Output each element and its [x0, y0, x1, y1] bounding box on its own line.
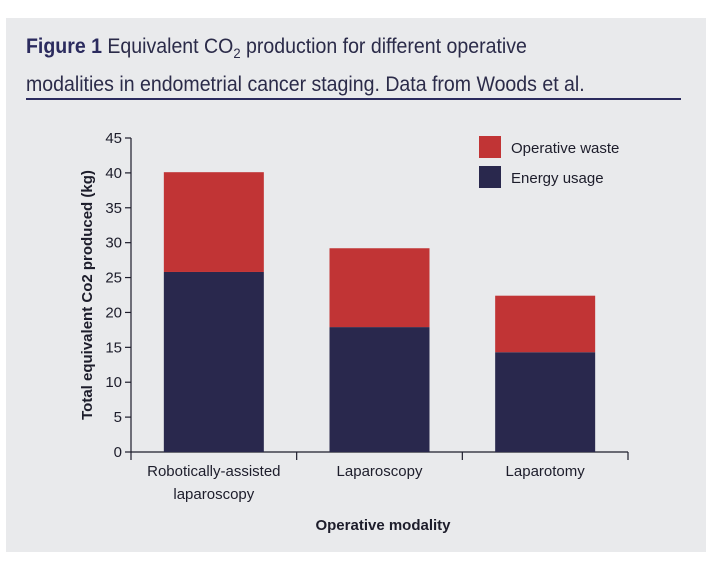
y-tick-label: 45 — [105, 130, 122, 147]
bar-operative-waste — [163, 172, 264, 272]
y-tick-label: 5 — [114, 409, 122, 426]
figure-panel: Figure 1 Equivalent CO2 production for d… — [6, 18, 706, 552]
x-tick-label: Laparotomy — [506, 463, 586, 480]
figure-caption: Figure 1 Equivalent CO2 production for d… — [26, 31, 640, 100]
caption-text-b: production for different operative — [240, 35, 527, 58]
legend-label: Energy usage — [511, 170, 604, 187]
bar-operative-waste — [495, 295, 596, 353]
y-tick-label: 35 — [105, 200, 122, 217]
chart-legend: Operative waste Energy usage — [479, 136, 619, 188]
x-tick-label: Laparoscopy — [337, 463, 423, 480]
legend-label: Operative waste — [511, 140, 619, 157]
x-tick-label: laparoscopy — [173, 486, 254, 503]
legend-swatch — [479, 166, 501, 188]
y-tick-label: 40 — [105, 165, 122, 182]
bar-energy-usage — [495, 352, 596, 452]
bar-energy-usage — [163, 271, 264, 452]
caption-rule — [26, 98, 681, 100]
y-tick-label: 20 — [105, 304, 122, 321]
y-tick-label: 10 — [105, 374, 122, 391]
chart-bars — [163, 172, 596, 452]
y-tick-label: 15 — [105, 339, 122, 356]
bar-operative-waste — [329, 248, 430, 328]
y-tick-label: 30 — [105, 235, 122, 252]
legend-swatch — [479, 136, 501, 158]
bar-energy-usage — [329, 327, 430, 452]
x-axis-title: Operative modality — [315, 517, 451, 534]
caption-line-1: Figure 1 Equivalent CO2 production for d… — [26, 31, 640, 69]
figure-label: Figure 1 — [26, 35, 102, 58]
x-tick-label: Robotically-assisted — [147, 463, 280, 480]
caption-subscript: 2 — [233, 45, 241, 62]
caption-line-2: modalities in endometrial cancer staging… — [26, 73, 585, 97]
chart-axes: 0 5 10 15 20 25 30 35 40 45 Robotically-assisted la… — [105, 130, 629, 503]
y-axis-title: Total equivalent Co2 produced (kg) — [79, 170, 96, 420]
y-tick-label: 0 — [114, 444, 122, 461]
caption-text-a: Equivalent CO — [101, 35, 234, 58]
y-tick-label: 25 — [105, 270, 122, 287]
